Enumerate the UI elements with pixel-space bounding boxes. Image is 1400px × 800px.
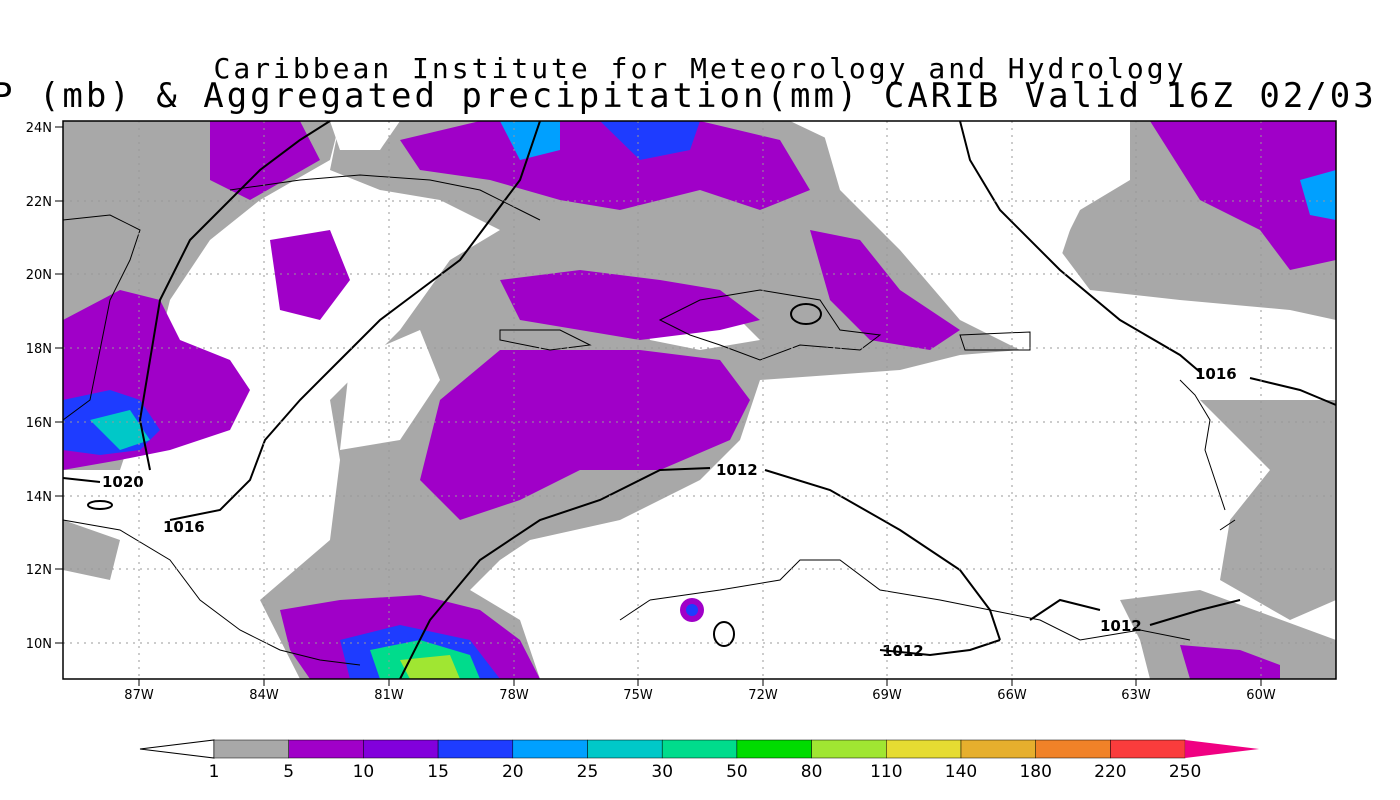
lon-tick-label: 60W xyxy=(1246,688,1276,703)
legend-label: 110 xyxy=(870,762,902,782)
lat-tick-label: 22N xyxy=(26,195,52,210)
precip-heavy-cores xyxy=(63,121,1336,679)
lon-tick-label: 81W xyxy=(374,688,404,703)
legend-swatch xyxy=(960,739,1036,759)
lon-tick-label: 84W xyxy=(249,688,279,703)
lat-tick-label: 14N xyxy=(26,490,52,505)
legend-label: 220 xyxy=(1094,762,1126,782)
legend-label: 50 xyxy=(726,762,748,782)
gridlines xyxy=(63,121,1336,679)
lon-axis: 87W 84W 81W 78W 75W 72W 69W 66W 63W 60W xyxy=(124,679,1276,703)
isobar-label: 1012 xyxy=(1100,617,1142,635)
lat-tick-label: 24N xyxy=(26,121,52,136)
legend-label: 25 xyxy=(577,762,599,782)
legend-swatch xyxy=(661,739,738,759)
isobar-label: 1020 xyxy=(102,473,144,491)
isobar-label: 1016 xyxy=(163,518,205,536)
legend-label: 30 xyxy=(651,762,673,782)
legend-under-arrow xyxy=(139,739,215,759)
legend-swatch xyxy=(736,739,812,759)
lon-tick-label: 87W xyxy=(124,688,154,703)
legend-swatch xyxy=(811,739,887,759)
title-line-2: P (mb) & Aggregated precipitation(mm) CA… xyxy=(0,76,1400,116)
legend-swatch xyxy=(363,739,439,759)
legend-swatch xyxy=(886,739,962,759)
legend-swatches xyxy=(213,739,1260,759)
legend-label: 20 xyxy=(502,762,524,782)
lon-tick-label: 63W xyxy=(1121,688,1151,703)
lon-tick-label: 69W xyxy=(872,688,902,703)
lat-tick-label: 12N xyxy=(26,563,52,578)
isobar-label: 1012 xyxy=(716,461,758,479)
lon-tick-label: 66W xyxy=(997,688,1027,703)
legend-label: 15 xyxy=(427,762,449,782)
legend-label: 80 xyxy=(801,762,823,782)
legend-swatch xyxy=(1110,739,1186,759)
lat-tick-label: 16N xyxy=(26,416,52,431)
legend-label: 1 xyxy=(209,762,220,782)
lat-tick-label: 18N xyxy=(26,342,52,357)
legend-swatch xyxy=(437,739,514,759)
legend-label: 140 xyxy=(945,762,977,782)
map-plot-area: 1020 1016 1012 1016 1012 1012 xyxy=(62,120,1337,680)
legend-swatch xyxy=(1035,739,1111,759)
legend-labels: 1 5 10 15 20 25 30 50 80 110 140 180 220 250 xyxy=(209,762,1202,782)
legend-swatch xyxy=(512,739,588,759)
lon-tick-label: 75W xyxy=(623,688,653,703)
isobars xyxy=(62,120,1337,680)
legend-swatch xyxy=(587,739,663,759)
lat-tick-label: 20N xyxy=(26,268,52,283)
legend-label: 180 xyxy=(1019,762,1051,782)
legend-swatch xyxy=(213,739,289,759)
legend-over-arrow xyxy=(1185,740,1260,758)
legend-label: 10 xyxy=(353,762,375,782)
isobar-label: 1012 xyxy=(882,642,924,660)
lon-tick-label: 72W xyxy=(748,688,778,703)
lat-axis: 24N 22N 20N 18N 16N 14N 12N 10N xyxy=(26,121,63,652)
lon-tick-label: 78W xyxy=(499,688,529,703)
color-legend: 1 5 10 15 20 25 30 50 80 110 140 180 220 250 xyxy=(139,739,1260,782)
title-line-1: Caribbean Institute for Meteorology and … xyxy=(213,52,1187,85)
lat-tick-label: 10N xyxy=(26,637,52,652)
legend-label: 250 xyxy=(1169,762,1201,782)
isobar-label: 1016 xyxy=(1195,365,1237,383)
legend-label: 5 xyxy=(283,762,294,782)
legend-swatch xyxy=(288,739,364,759)
coastlines xyxy=(62,174,1236,666)
map-frame xyxy=(62,120,1337,680)
